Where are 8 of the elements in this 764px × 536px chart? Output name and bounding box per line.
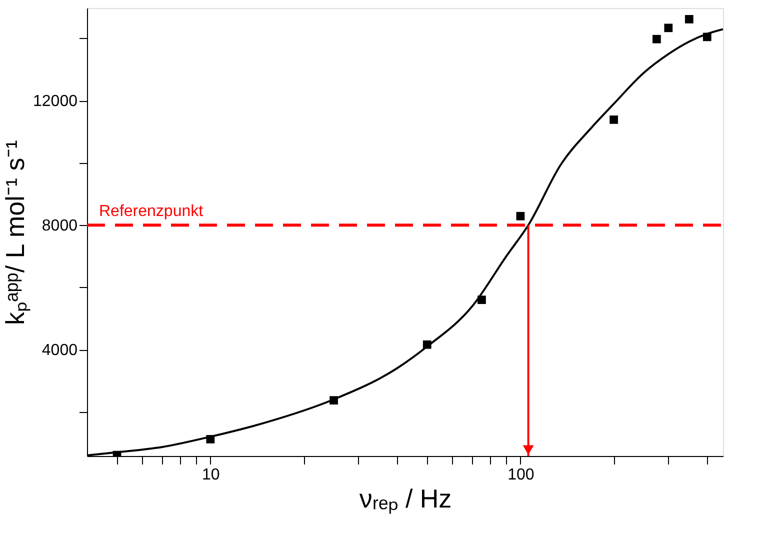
y-tick-label: 8000 <box>42 218 78 235</box>
x-tick-label: 100 <box>508 466 534 484</box>
y-axis-title: kₚᵃᵖᵖ/ L mol⁻¹ s⁻¹ <box>0 140 32 325</box>
x-axis-title: νᵣₑₚ / Hz <box>359 484 452 514</box>
y-tick-label: 4000 <box>42 342 78 360</box>
x-tick-label: 10 <box>202 466 220 484</box>
y-tick-label: 12000 <box>33 93 78 110</box>
ref-line-label: Referenzpunkt <box>99 203 204 220</box>
